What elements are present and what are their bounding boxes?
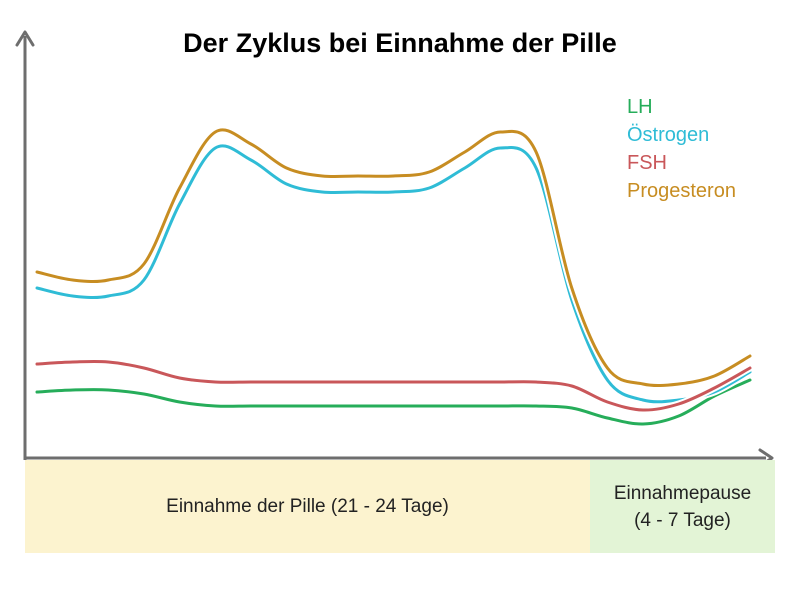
series-line-lh <box>35 378 752 426</box>
phase-intake-pause-labels: Einnahmepause (4 - 7 Tage) <box>614 480 751 534</box>
series-line-oestrogen <box>35 144 752 404</box>
legend: LH Östrogen FSH Progesteron <box>627 93 736 205</box>
legend-item-progesteron: Progesteron <box>627 180 736 202</box>
phase-intake-pause-duration: (4 - 7 Tage) <box>634 509 731 531</box>
y-axis-arrow <box>15 30 35 47</box>
phase-pill-intake: Einnahme der Pille (21 - 24 Tage) <box>25 460 590 553</box>
legend-item-oestrogen: Östrogen <box>627 124 710 146</box>
phase-pill-intake-label: Einnahme der Pille (21 - 24 Tage) <box>166 495 449 517</box>
chart-title: Der Zyklus bei Einnahme der Pille <box>183 28 617 58</box>
phase-intake-pause-label: Einnahmepause <box>613 482 752 504</box>
series-line-fsh <box>35 359 752 412</box>
legend-item-fsh: FSH <box>627 152 667 174</box>
legend-item-lh: LH <box>627 96 653 118</box>
series-line-progesteron <box>35 128 752 388</box>
phase-intake-pause: Einnahmepause (4 - 7 Tage) <box>590 460 775 553</box>
series-layer <box>33 126 754 428</box>
